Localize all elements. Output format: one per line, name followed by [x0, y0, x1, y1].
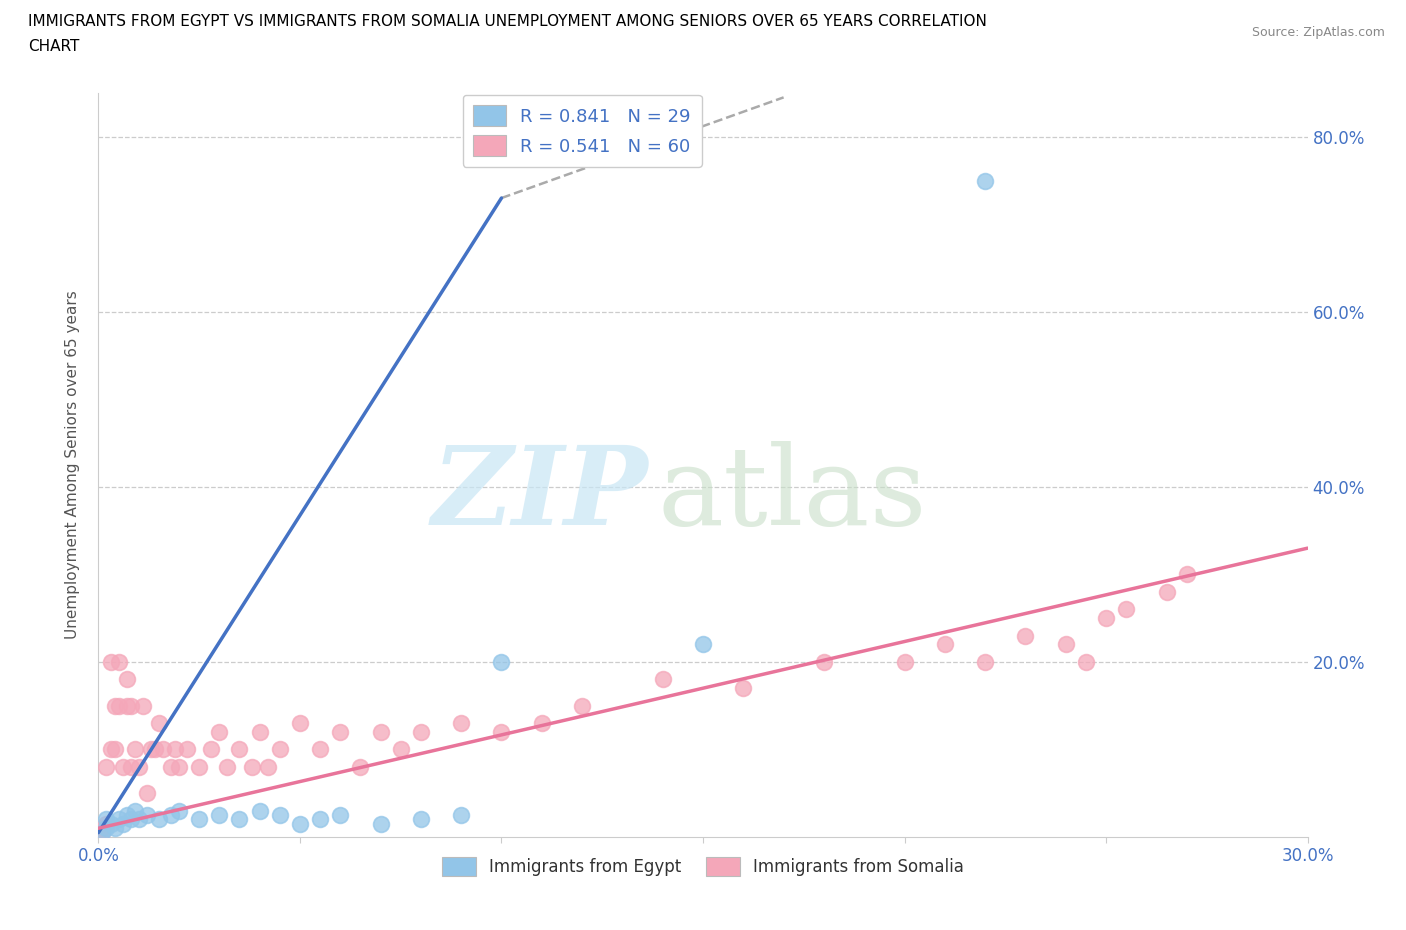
- Point: [132, 698, 155, 713]
- Point: [1115, 602, 1137, 617]
- Point: [91, 821, 114, 836]
- Point: [1175, 567, 1198, 582]
- Point: [571, 698, 593, 713]
- Point: [91, 825, 114, 840]
- Point: [103, 698, 125, 713]
- Point: [329, 807, 352, 822]
- Point: [120, 698, 142, 713]
- Point: [176, 742, 198, 757]
- Y-axis label: Unemployment Among Seniors over 65 years: Unemployment Among Seniors over 65 years: [65, 291, 80, 640]
- Point: [96, 817, 118, 831]
- Point: [1095, 611, 1118, 626]
- Point: [100, 742, 122, 757]
- Point: [100, 655, 122, 670]
- Point: [1074, 655, 1097, 670]
- Point: [269, 807, 291, 822]
- Point: [370, 817, 392, 831]
- Point: [160, 760, 183, 775]
- Text: CHART: CHART: [28, 39, 80, 54]
- Point: [167, 804, 190, 818]
- Point: [103, 821, 125, 836]
- Point: [115, 698, 138, 713]
- Point: [309, 812, 332, 827]
- Point: [188, 760, 211, 775]
- Point: [240, 760, 263, 775]
- Point: [143, 742, 166, 757]
- Point: [692, 637, 714, 652]
- Point: [409, 724, 432, 739]
- Point: [249, 724, 271, 739]
- Point: [208, 807, 231, 822]
- Point: [1014, 629, 1036, 644]
- Point: [148, 716, 170, 731]
- Point: [228, 812, 250, 827]
- Point: [893, 655, 915, 670]
- Point: [813, 655, 835, 670]
- Point: [152, 742, 174, 757]
- Point: [188, 812, 211, 827]
- Point: [115, 672, 138, 687]
- Point: [96, 821, 118, 836]
- Point: [160, 807, 183, 822]
- Point: [91, 825, 114, 840]
- Point: [389, 742, 412, 757]
- Point: [96, 812, 118, 827]
- Point: [128, 760, 150, 775]
- Point: [288, 716, 311, 731]
- Text: atlas: atlas: [657, 441, 927, 549]
- Point: [111, 817, 134, 831]
- Point: [733, 681, 755, 696]
- Point: [491, 724, 513, 739]
- Point: [370, 724, 392, 739]
- Point: [228, 742, 250, 757]
- Point: [96, 760, 118, 775]
- Point: [269, 742, 291, 757]
- Text: Source: ZipAtlas.com: Source: ZipAtlas.com: [1251, 26, 1385, 39]
- Point: [409, 812, 432, 827]
- Point: [288, 817, 311, 831]
- Legend: Immigrants from Egypt, Immigrants from Somalia: Immigrants from Egypt, Immigrants from S…: [434, 848, 972, 884]
- Point: [349, 760, 371, 775]
- Point: [103, 742, 125, 757]
- Point: [120, 812, 142, 827]
- Point: [450, 807, 472, 822]
- Point: [1054, 637, 1077, 652]
- Point: [1156, 584, 1178, 599]
- Point: [128, 812, 150, 827]
- Point: [309, 742, 332, 757]
- Point: [135, 807, 157, 822]
- Point: [124, 804, 146, 818]
- Point: [249, 804, 271, 818]
- Point: [167, 760, 190, 775]
- Point: [450, 716, 472, 731]
- Point: [107, 812, 129, 827]
- Point: [217, 760, 239, 775]
- Point: [111, 760, 134, 775]
- Point: [100, 817, 122, 831]
- Point: [256, 760, 278, 775]
- Point: [148, 812, 170, 827]
- Point: [974, 173, 997, 188]
- Point: [934, 637, 956, 652]
- Point: [107, 698, 129, 713]
- Text: IMMIGRANTS FROM EGYPT VS IMMIGRANTS FROM SOMALIA UNEMPLOYMENT AMONG SENIORS OVER: IMMIGRANTS FROM EGYPT VS IMMIGRANTS FROM…: [28, 14, 987, 29]
- Point: [651, 672, 673, 687]
- Point: [974, 655, 997, 670]
- Text: ZIP: ZIP: [432, 441, 648, 549]
- Point: [530, 716, 553, 731]
- Point: [208, 724, 231, 739]
- Point: [107, 655, 129, 670]
- Point: [135, 786, 157, 801]
- Point: [115, 807, 138, 822]
- Point: [124, 742, 146, 757]
- Point: [200, 742, 222, 757]
- Point: [329, 724, 352, 739]
- Point: [491, 655, 513, 670]
- Point: [120, 760, 142, 775]
- Point: [139, 742, 162, 757]
- Point: [163, 742, 186, 757]
